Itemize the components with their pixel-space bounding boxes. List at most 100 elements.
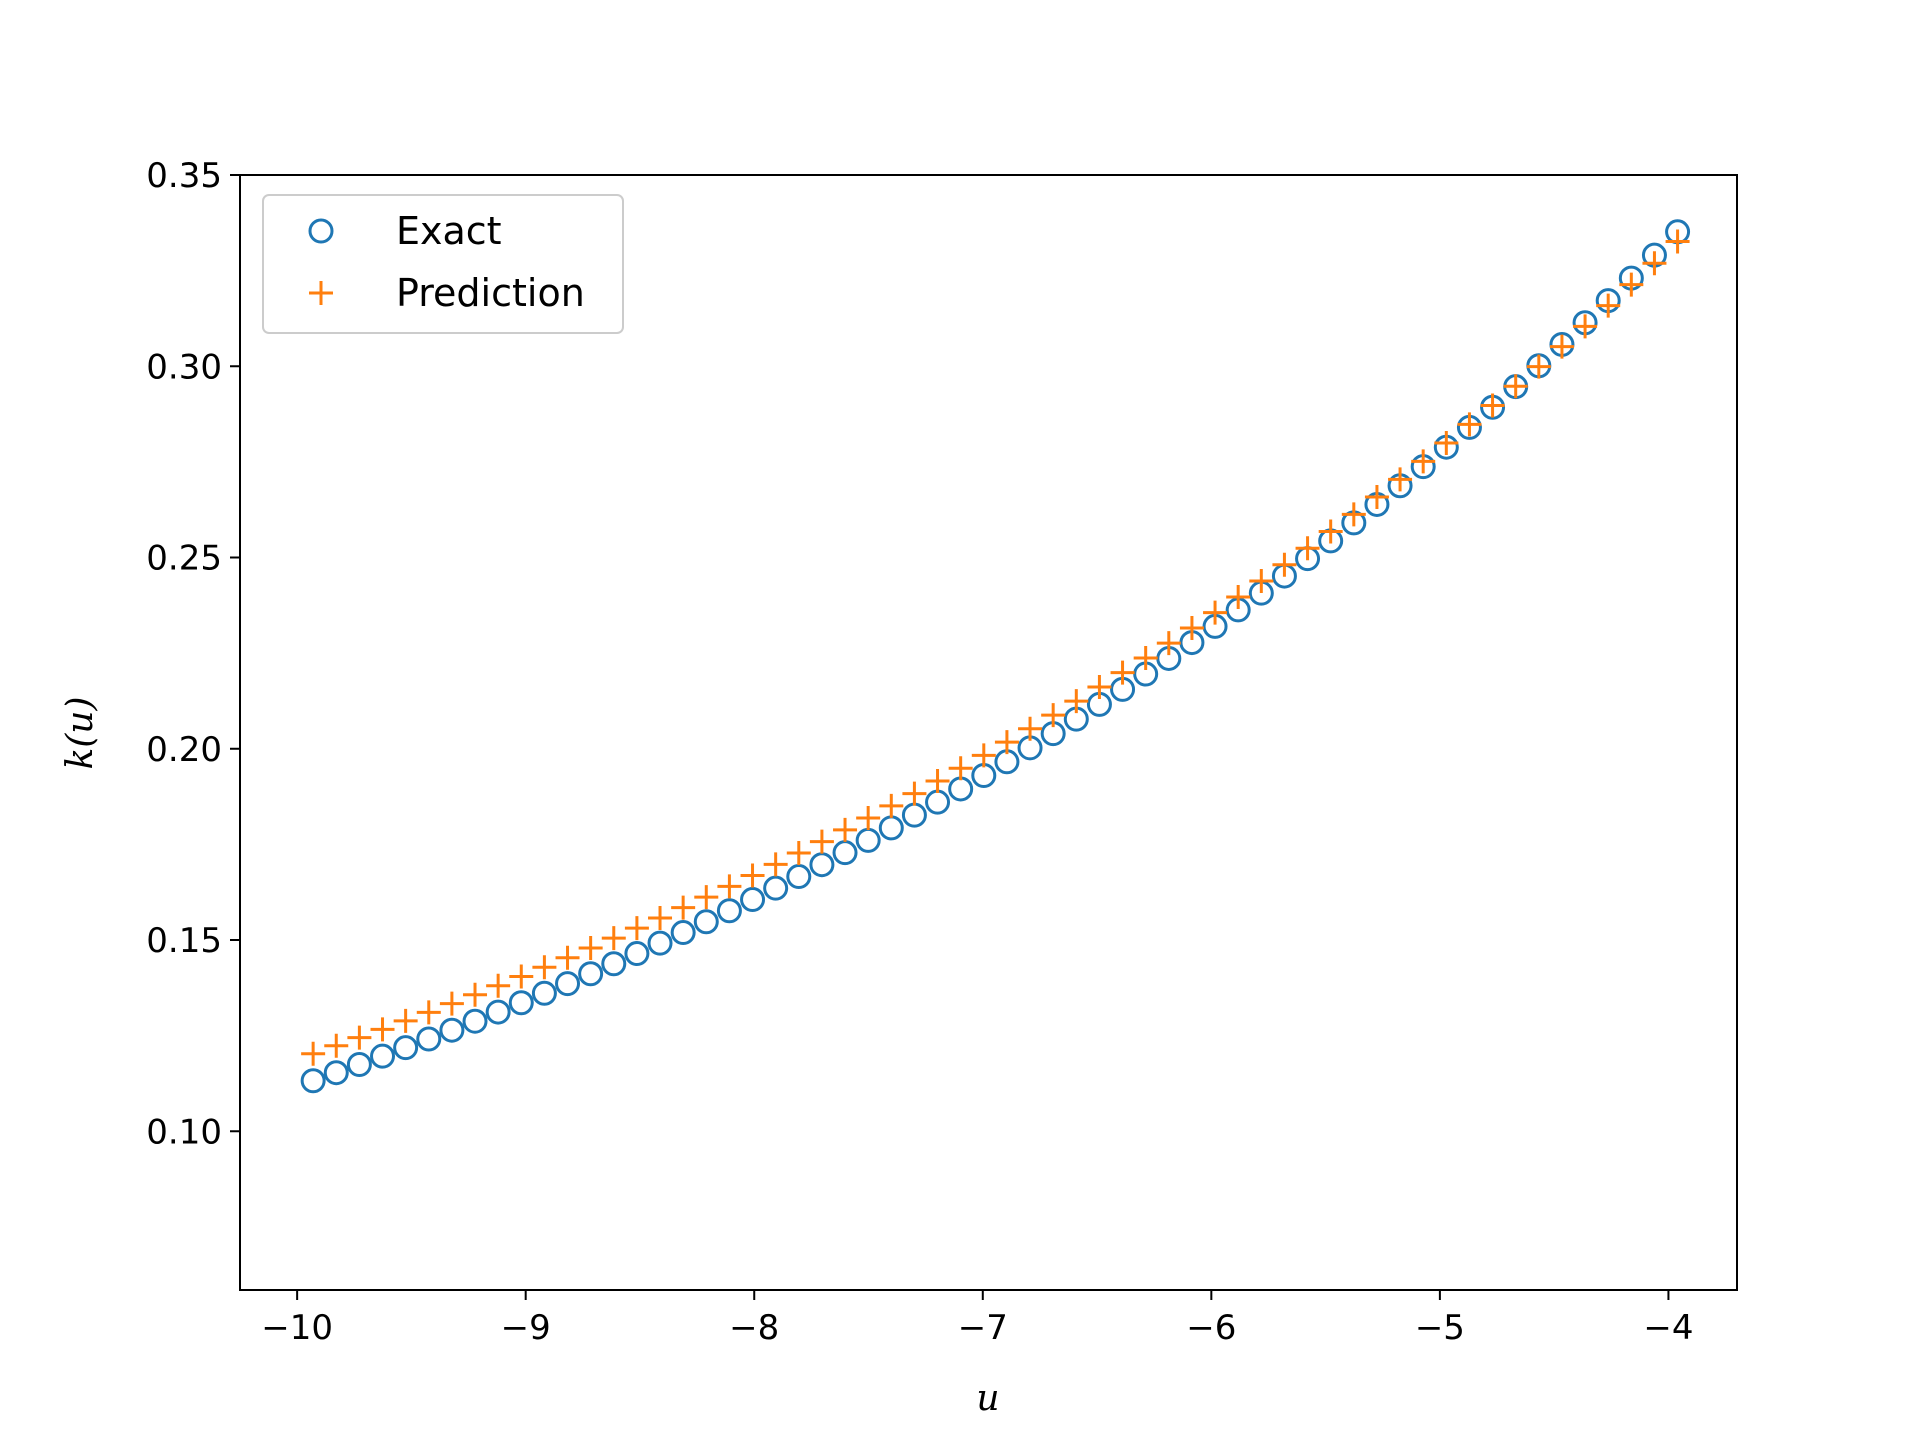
prediction-point bbox=[1364, 485, 1389, 510]
prediction-point bbox=[1619, 272, 1644, 297]
legend-prediction-marker bbox=[309, 281, 333, 305]
exact-point bbox=[647, 930, 673, 956]
prediction-point bbox=[1665, 229, 1690, 254]
exact-point bbox=[601, 951, 627, 977]
prediction-point bbox=[717, 874, 742, 899]
prediction-point bbox=[1226, 584, 1251, 609]
prediction-point bbox=[833, 817, 858, 842]
prediction-point bbox=[1041, 703, 1066, 728]
prediction-point bbox=[740, 863, 765, 888]
legend-exact-label: Exact bbox=[396, 209, 502, 253]
data-markers bbox=[300, 219, 1691, 1094]
x-tick-label: −10 bbox=[261, 1308, 333, 1348]
prediction-point bbox=[1549, 334, 1574, 359]
legend: Exact Prediction bbox=[262, 194, 624, 334]
exact-point bbox=[300, 1068, 326, 1094]
prediction-point bbox=[1018, 716, 1043, 741]
prediction-point bbox=[902, 781, 927, 806]
exact-point bbox=[346, 1052, 372, 1078]
exact-point bbox=[670, 920, 696, 946]
exact-point bbox=[740, 887, 766, 913]
prediction-point bbox=[948, 756, 973, 781]
y-tick-label: 0.30 bbox=[146, 347, 222, 387]
exact-point bbox=[416, 1026, 442, 1052]
prediction-point bbox=[786, 841, 811, 866]
prediction-point bbox=[601, 926, 626, 951]
exact-point bbox=[716, 898, 742, 924]
exact-point bbox=[531, 980, 557, 1006]
prediction-point bbox=[1249, 568, 1274, 593]
prediction-point bbox=[1064, 689, 1089, 714]
prediction-point bbox=[1388, 467, 1413, 492]
prediction-point bbox=[694, 885, 719, 910]
prediction-point bbox=[370, 1017, 395, 1042]
prediction-point bbox=[856, 805, 881, 830]
exact-point bbox=[323, 1060, 349, 1086]
prediction-point bbox=[994, 730, 1019, 755]
x-axis-ticks: −10 −9 −8 −7 −6 −5 −4 bbox=[261, 1290, 1693, 1348]
plot-frame bbox=[239, 174, 1738, 1291]
exact-point bbox=[786, 864, 812, 890]
legend-exact-marker bbox=[308, 218, 334, 244]
exact-point bbox=[485, 999, 511, 1025]
exact-point bbox=[809, 852, 835, 878]
prediction-point bbox=[301, 1041, 326, 1066]
exact-point bbox=[763, 875, 789, 901]
y-tick-label: 0.25 bbox=[146, 539, 222, 579]
prediction-point bbox=[1318, 519, 1343, 544]
prediction-point bbox=[624, 916, 649, 941]
x-tick-label: −7 bbox=[958, 1308, 1008, 1348]
prediction-point bbox=[1480, 393, 1505, 418]
exact-point bbox=[555, 971, 581, 997]
prediction-point bbox=[416, 1000, 441, 1025]
x-tick-label: −8 bbox=[729, 1308, 779, 1348]
prediction-point bbox=[324, 1033, 349, 1058]
y-axis-ticks: 0.10 0.15 0.20 0.25 0.30 0.35 bbox=[146, 156, 240, 1152]
prediction-point bbox=[1110, 660, 1135, 685]
prediction-point bbox=[1295, 536, 1320, 561]
prediction-point bbox=[1596, 293, 1621, 318]
legend-prediction-label: Prediction bbox=[396, 271, 585, 315]
prediction-point bbox=[486, 973, 511, 998]
y-tick-label: 0.20 bbox=[146, 730, 222, 770]
prediction-point bbox=[1341, 502, 1366, 527]
prediction-point bbox=[671, 895, 696, 920]
prediction-point bbox=[1526, 354, 1551, 379]
prediction-point bbox=[1087, 675, 1112, 700]
exact-point bbox=[370, 1043, 396, 1069]
prediction-point bbox=[463, 982, 488, 1007]
prediction-point bbox=[1434, 431, 1459, 456]
prediction-point bbox=[578, 936, 603, 961]
prediction-point bbox=[439, 991, 464, 1016]
prediction-point bbox=[971, 743, 996, 768]
exact-point bbox=[624, 941, 650, 967]
prediction-point bbox=[509, 964, 534, 989]
exact-point bbox=[693, 909, 719, 935]
x-axis-label: u bbox=[976, 1378, 999, 1419]
prediction-point bbox=[1457, 412, 1482, 437]
prediction-point bbox=[555, 945, 580, 970]
exact-point bbox=[578, 961, 604, 987]
exact-point bbox=[439, 1017, 465, 1043]
prediction-point bbox=[925, 769, 950, 794]
y-axis-label: k(u) bbox=[60, 696, 101, 769]
prediction-point bbox=[809, 829, 834, 854]
prediction-point bbox=[1503, 374, 1528, 399]
legend-box bbox=[262, 194, 624, 334]
prediction-point bbox=[347, 1025, 372, 1050]
x-tick-label: −6 bbox=[1186, 1308, 1236, 1348]
exact-point bbox=[462, 1008, 488, 1034]
prediction-point bbox=[648, 905, 673, 930]
y-tick-label: 0.35 bbox=[146, 156, 222, 196]
prediction-point bbox=[1156, 631, 1181, 656]
prediction-point bbox=[1411, 449, 1436, 474]
y-tick-label: 0.15 bbox=[146, 921, 222, 961]
exact-point bbox=[508, 990, 534, 1016]
y-tick-label: 0.10 bbox=[146, 1112, 222, 1152]
prediction-point bbox=[1179, 616, 1204, 641]
prediction-point bbox=[1133, 646, 1158, 671]
prediction-point bbox=[1203, 600, 1228, 625]
prediction-point bbox=[532, 955, 557, 980]
x-tick-label: −4 bbox=[1643, 1308, 1693, 1348]
